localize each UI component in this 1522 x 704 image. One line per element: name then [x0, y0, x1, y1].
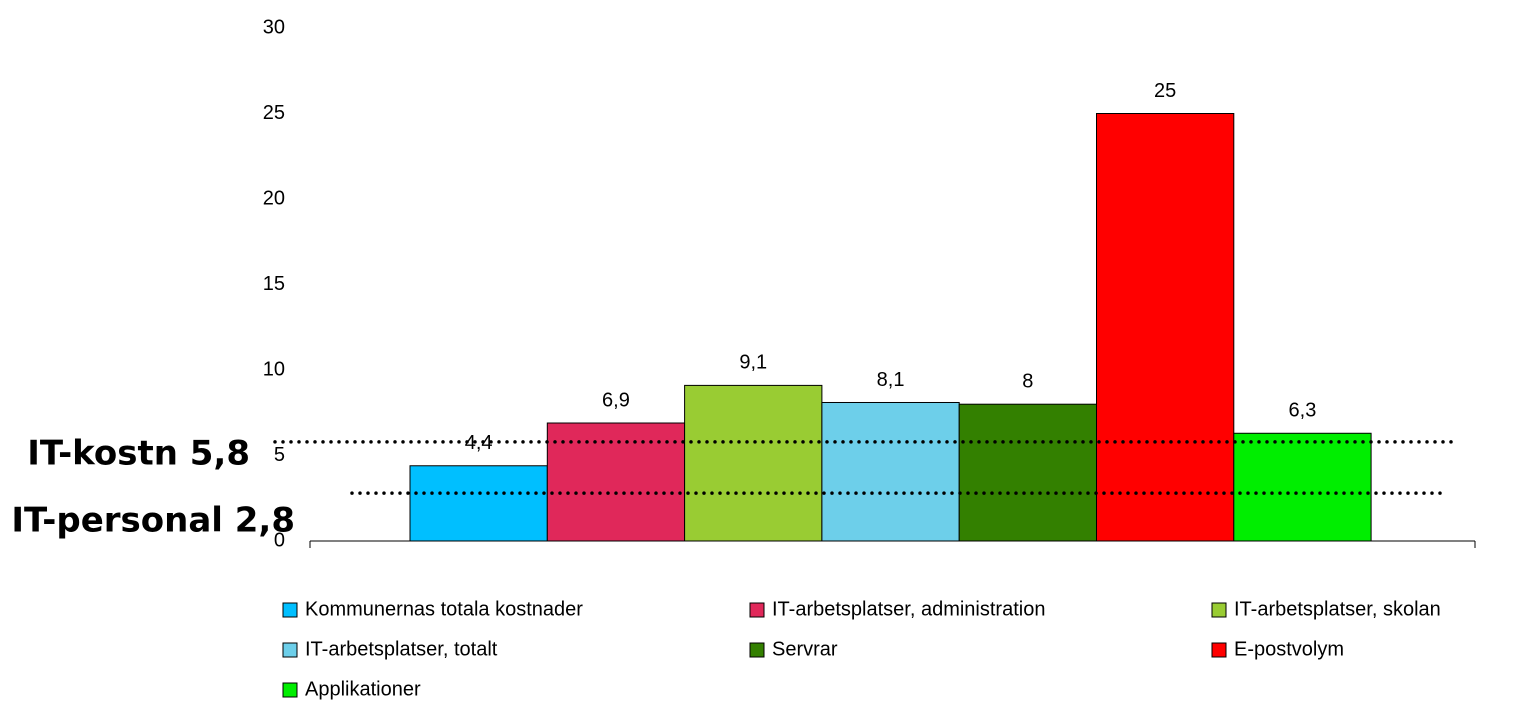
- bar: [958, 403, 1098, 542]
- legend-label: Applikationer: [305, 678, 421, 700]
- annotation-label: IT-kostn 5,8: [27, 434, 250, 474]
- legend-label: Servrar: [772, 638, 838, 660]
- legend-swatch: [282, 642, 298, 658]
- legend-label: IT-arbetsplatser, totalt: [305, 638, 498, 660]
- y-tick-label: 10: [263, 358, 285, 380]
- data-label: 9,1: [739, 352, 767, 374]
- data-label: 8: [1022, 370, 1033, 392]
- legend-label: Kommunernas totala kostnader: [305, 598, 583, 620]
- legend-label: IT-arbetsplatser, skolan: [1234, 598, 1441, 620]
- legend-swatch: [1211, 602, 1227, 618]
- legend-label: IT-arbetsplatser, administration: [772, 598, 1045, 620]
- legend-label: E-postvolym: [1234, 638, 1344, 660]
- y-tick-label: 30: [263, 16, 285, 38]
- legend-swatch: [749, 602, 765, 618]
- annotation-label: IT-personal 2,8: [11, 501, 295, 541]
- bar: [821, 401, 960, 542]
- legend-swatch: [1211, 642, 1227, 658]
- y-tick-label: 25: [263, 102, 285, 124]
- legend-swatch: [282, 682, 298, 698]
- bar: [1233, 432, 1372, 542]
- bar: [546, 422, 686, 542]
- data-label: 6,3: [1289, 400, 1317, 422]
- legend-swatch: [282, 602, 298, 618]
- bar: [1096, 113, 1235, 542]
- legend-swatch: [749, 642, 765, 658]
- data-label: 6,9: [602, 389, 630, 411]
- bar: [684, 384, 823, 542]
- y-tick-label: 15: [263, 273, 285, 295]
- y-tick-label: 20: [263, 187, 285, 209]
- y-tick-label: 0: [274, 529, 285, 551]
- y-tick-label: 5: [274, 444, 285, 466]
- bar: [409, 465, 548, 542]
- data-label: 8,1: [877, 369, 905, 391]
- data-label: 25: [1154, 80, 1176, 102]
- data-label: 4,4: [465, 432, 493, 454]
